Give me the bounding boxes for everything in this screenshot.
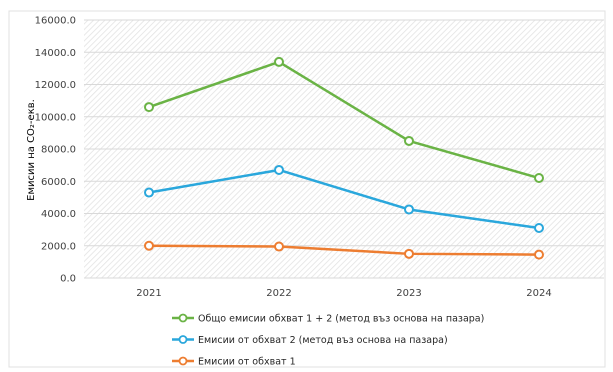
legend-swatch-marker bbox=[178, 356, 188, 366]
data-point bbox=[274, 56, 284, 67]
x-axis-ticks: 2021 2022 2023 2024 bbox=[136, 288, 551, 299]
y-tick-label: 10000.0 bbox=[35, 112, 76, 123]
series-1 bbox=[144, 56, 544, 184]
legend-item: Общо емисии обхват 1 + 2 (метод въз осно… bbox=[172, 314, 484, 325]
data-point bbox=[404, 135, 414, 146]
legend-item: Емисии от обхват 1 bbox=[172, 357, 296, 368]
data-point bbox=[144, 240, 154, 251]
data-point bbox=[404, 248, 414, 259]
data-point bbox=[144, 187, 154, 198]
data-point bbox=[274, 164, 284, 175]
x-tick-label: 2023 bbox=[396, 288, 421, 299]
legend-label: Емисии от обхват 2 (метод въз основа на … bbox=[198, 335, 448, 346]
series-lines bbox=[144, 56, 544, 260]
y-tick-label: 16000.0 bbox=[35, 16, 76, 27]
series-line bbox=[148, 244, 540, 256]
legend-label: Общо емисии обхват 1 + 2 (метод въз осно… bbox=[198, 314, 484, 325]
series-line bbox=[148, 168, 540, 230]
y-tick-label: 6000.0 bbox=[41, 177, 76, 188]
y-axis-ticks: 0.0 2000.0 4000.0 6000.0 8000.0 10000.0 12000.… bbox=[35, 16, 76, 285]
y-tick-label: 12000.0 bbox=[35, 80, 76, 91]
y-tick-label: 8000.0 bbox=[41, 145, 76, 156]
y-tick-label: 2000.0 bbox=[41, 241, 76, 252]
x-tick-label: 2021 bbox=[136, 288, 161, 299]
x-tick-label: 2024 bbox=[526, 288, 551, 299]
legend-swatch-marker bbox=[178, 335, 188, 344]
legend-swatch-marker bbox=[178, 313, 188, 323]
x-tick-label: 2022 bbox=[266, 288, 291, 299]
legend-item: Емисии от обхват 2 (метод въз основа на … bbox=[172, 335, 448, 346]
series-3 bbox=[144, 240, 544, 260]
data-point bbox=[534, 249, 544, 260]
series-2 bbox=[144, 164, 544, 234]
series-line bbox=[148, 60, 540, 180]
legend: Общо емисии обхват 1 + 2 (метод въз осно… bbox=[172, 314, 484, 368]
data-point bbox=[404, 204, 414, 215]
y-tick-label: 4000.0 bbox=[41, 209, 76, 220]
data-point bbox=[534, 223, 544, 234]
legend-label: Емисии от обхват 1 bbox=[198, 357, 296, 368]
y-axis-title: Емисии на CO₂-екв. bbox=[26, 99, 37, 201]
y-tick-label: 14000.0 bbox=[35, 48, 76, 59]
data-point bbox=[144, 102, 154, 113]
y-tick-label: 0.0 bbox=[60, 274, 76, 285]
data-point bbox=[534, 173, 544, 184]
data-point bbox=[274, 241, 284, 252]
